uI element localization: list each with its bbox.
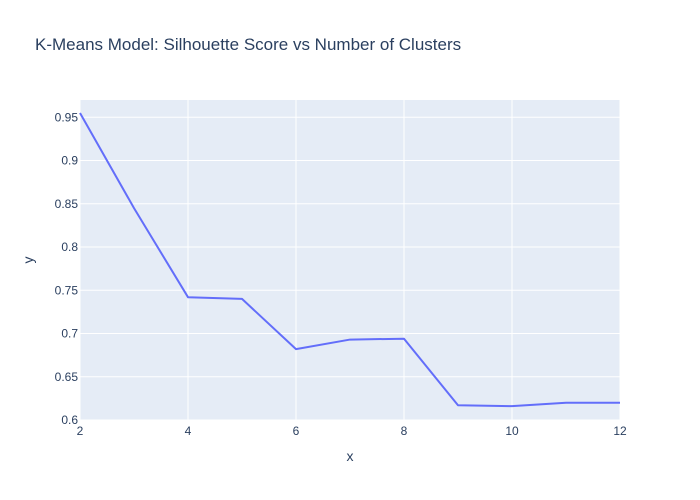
y-tick-label: 0.65 <box>55 370 79 384</box>
plot-area <box>80 100 620 420</box>
series-layer <box>79 112 620 408</box>
grid-lines <box>79 100 621 421</box>
x-tick-label: 10 <box>505 424 519 438</box>
y-axis-title: y <box>20 257 36 264</box>
y-tick-label: 0.8 <box>61 240 78 254</box>
x-axis-title: x <box>347 448 354 464</box>
y-tick-label: 0.7 <box>61 327 78 341</box>
x-tick-label: 12 <box>613 424 627 438</box>
x-tick-label: 4 <box>185 424 192 438</box>
y-tick-label: 0.85 <box>55 197 79 211</box>
y-tick-label: 0.9 <box>61 154 78 168</box>
series-line <box>79 112 620 408</box>
x-tick-label: 6 <box>293 424 300 438</box>
x-tick-label: 2 <box>77 424 84 438</box>
y-tick-label: 0.75 <box>55 283 79 297</box>
x-tick-label: 8 <box>401 424 408 438</box>
y-tick-label: 0.6 <box>61 413 78 427</box>
x-axis-ticks: 2 4 6 8 10 12 <box>77 424 627 438</box>
y-axis-ticks: 0.6 0.65 0.7 0.75 0.8 0.85 0.9 0.95 <box>55 110 79 427</box>
chart-title: K-Means Model: Silhouette Score vs Numbe… <box>35 35 461 54</box>
y-tick-label: 0.95 <box>55 110 79 124</box>
